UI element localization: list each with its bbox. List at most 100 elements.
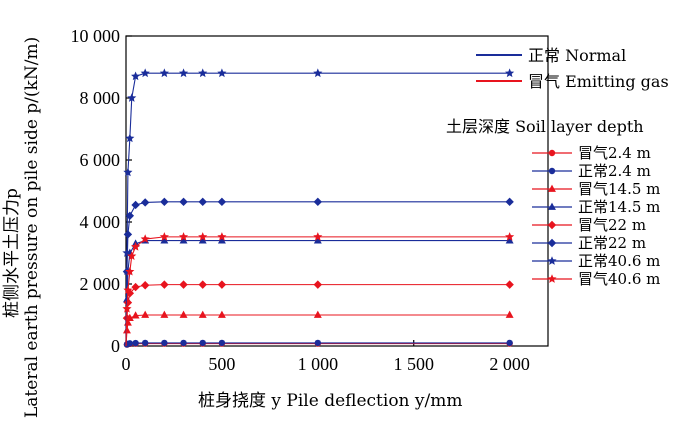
series-6-point-8 [178,68,189,78]
series-2-point-4 [131,311,140,319]
series-6-point-10 [217,68,227,78]
y-tick-labels: 0 2 000 4 000 6 000 8 000 10 000 [71,26,121,356]
series-1-point-6 [161,339,168,347]
series-2-point-11 [505,310,514,318]
series-3-point-8 [198,236,207,244]
legend-series-label-1: 正常2.4 m [578,162,651,180]
legend-series-label-6: 正常40.6 m [578,252,660,270]
series-2-point-7 [179,310,188,318]
series-7-point-7 [159,232,169,241]
series-7-point-6 [140,234,150,243]
series-1-point-7 [180,339,187,347]
series-line-7 [125,236,510,347]
legend-series-label-7: 冒气40.6 m [578,270,660,288]
x-tick-label-1: 500 [208,354,235,374]
series-7-point-8 [178,232,189,241]
legend-normal-label: 正常 Normal [528,46,626,65]
series-5-point-11 [505,197,514,207]
series-6-point-5 [131,71,141,81]
legend-title: 土层深度 Soil layer depth [446,117,644,136]
series-7-point-10 [217,232,227,241]
y-tick-label-4: 8 000 [80,88,121,108]
series-5-point-9 [217,197,227,207]
series-layer [122,68,515,348]
series-7-point-4 [127,251,137,260]
legend-series-label-4: 冒气22 m [578,216,646,234]
x-tick-labels: 0 500 1 000 1 500 2 000 [122,354,530,374]
axis-ticks [125,35,511,347]
series-1-point-5 [141,339,149,347]
series-1-point-10 [314,339,322,347]
series-1-point-3 [126,340,134,347]
series-6-point-4 [127,93,137,102]
y-tick-label-0: 0 [111,336,120,356]
series-7 [122,232,515,347]
series-2-point-8 [198,310,207,318]
series-7-point-2 [123,285,133,295]
legend-main: 正常 Normal 冒气 Emitting gas [476,46,669,91]
x-tick-label-4: 2 000 [489,354,530,374]
x-tick-label-2: 1 000 [298,354,339,374]
series-line-5 [125,201,510,347]
series-line-3 [125,240,510,347]
series-7-point-3 [125,266,135,276]
series-5-point-5 [140,198,150,207]
series-4-point-5 [140,281,150,290]
series-5-point-2 [123,230,133,239]
series-5-point-8 [198,197,207,207]
series-4-point-10 [313,280,323,289]
series-5-point-10 [313,197,323,207]
series-line-6 [125,72,510,347]
series-2-point-9 [217,310,226,318]
series-7-point-12 [505,232,515,241]
legend-series-marker-3 [548,202,556,210]
series-6-point-2 [123,167,133,177]
series-3 [122,236,514,347]
series-6-point-9 [198,68,208,78]
series-3-point-10 [313,236,322,244]
legend-series-marker-4 [547,220,557,230]
legend-series-label-5: 正常22 m [578,234,646,252]
series-5-point-4 [131,200,140,210]
y-tick-label-2: 4 000 [80,212,121,232]
legend-series-label-2: 冒气14.5 m [578,180,660,198]
series-7-point-5 [131,242,141,251]
x-tick-label-0: 0 [122,354,131,374]
series-4-point-9 [217,280,227,289]
series-6-point-12 [505,68,515,78]
y-axis-label-en: Lateral earth pressure on pile side p/(k… [22,37,42,418]
series-2-point-10 [313,310,322,318]
series-1-point-9 [218,339,226,347]
series-3-point-6 [160,236,169,244]
y-tick-label-5: 10 000 [71,26,121,46]
legend-series-marker-7 [547,274,557,283]
plot-area [125,35,549,347]
legend-series-marker-0 [548,149,556,157]
legend-series-marker-2 [548,184,556,192]
y-axis-label-cn: 桩侧水平土压力p [2,188,22,318]
series-1-point-4 [132,339,139,347]
legend-series-marker-1 [548,167,556,175]
legend-series-label-0: 冒气2.4 m [578,144,651,162]
x-axis-label: 桩身挠度 y Pile deflection y/mm [198,391,462,411]
series-7-point-11 [313,232,323,241]
series-6-point-7 [159,68,169,78]
series-6 [122,68,515,347]
legend-series-label-3: 正常14.5 m [578,198,660,216]
series-5 [122,197,514,347]
series-1-point-11 [506,339,513,347]
series-2-point-5 [141,310,150,318]
x-tick-label-3: 1 500 [393,354,434,374]
series-7-point-1 [122,304,132,313]
series-7-point-9 [198,232,208,241]
series-5-point-6 [160,197,169,207]
series-3-point-9 [217,236,226,244]
series-4-point-8 [198,280,207,289]
series-6-point-11 [313,68,323,78]
legend-series-marker-6 [547,256,557,265]
series-1-point-8 [199,339,206,347]
series-6-point-6 [140,68,150,78]
series-4-point-4 [131,282,140,292]
